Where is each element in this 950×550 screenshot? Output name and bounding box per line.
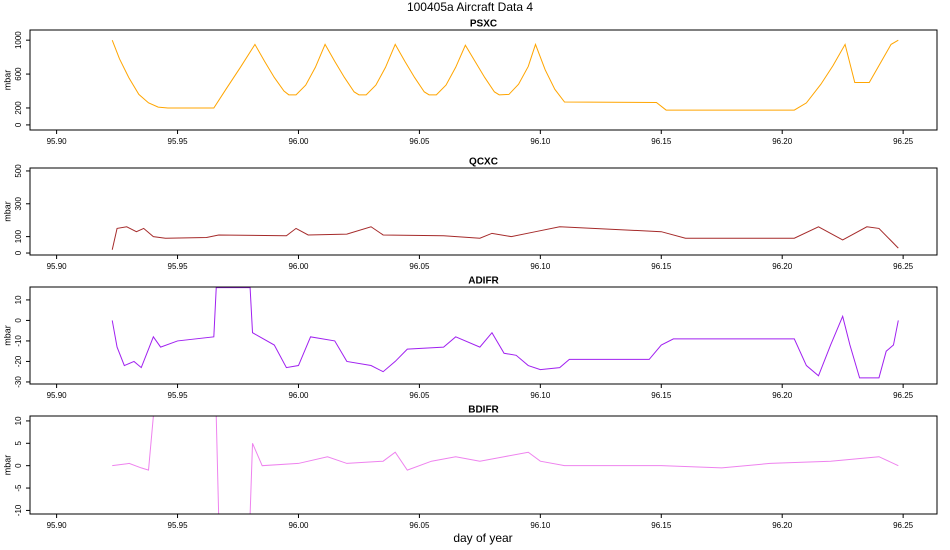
x-tick-label: 96.15: [651, 391, 672, 400]
y-tick-label: 600: [14, 67, 23, 81]
plot-area: [111, 39, 899, 111]
plot-area: [111, 226, 899, 250]
y-axis-label: mbar: [2, 201, 12, 222]
x-tick-label: 95.95: [168, 391, 189, 400]
x-axis-label: day of year: [453, 531, 512, 545]
plot-area: [112, 416, 899, 514]
y-axis-label: mbar: [2, 70, 12, 91]
x-tick-label: 96.20: [772, 521, 793, 530]
x-tick-label: 95.95: [168, 262, 189, 271]
x-tick-label: 96.20: [772, 262, 793, 271]
y-tick-label: -10: [14, 335, 23, 347]
y-tick-label: 5: [14, 441, 23, 446]
y-tick-label: 1000: [14, 31, 23, 49]
y-tick-label: 10: [14, 295, 23, 304]
panel-title: PSXC: [470, 19, 497, 30]
x-tick-label: 95.90: [47, 137, 68, 146]
plot-frame: [29, 286, 938, 385]
x-tick-label: 96.15: [651, 262, 672, 271]
x-tick-label: 96.10: [530, 391, 551, 400]
plot-frame: [29, 415, 938, 515]
data-line: [111, 287, 899, 379]
y-tick-label: 0: [14, 122, 23, 127]
panel-title: ADIFR: [468, 276, 499, 287]
x-tick-label: 96.00: [288, 262, 309, 271]
x-tick-label: 96.00: [288, 391, 309, 400]
x-tick-label: 96.05: [409, 391, 430, 400]
x-tick-label: 96.25: [893, 521, 914, 530]
x-tick-label: 96.00: [288, 521, 309, 530]
plot-frame: [29, 29, 938, 131]
x-tick-label: 96.05: [409, 521, 430, 530]
y-tick-label: 500: [14, 164, 23, 178]
x-tick-label: 96.10: [530, 262, 551, 271]
y-axis-label: mbar: [2, 455, 12, 476]
x-tick-label: 96.05: [409, 137, 430, 146]
x-tick-label: 95.90: [47, 391, 68, 400]
y-tick-label: -20: [14, 355, 23, 367]
x-tick-label: 96.00: [288, 137, 309, 146]
plot-area: [111, 287, 899, 379]
y-tick-label: 0: [14, 250, 23, 255]
x-tick-label: 95.95: [168, 137, 189, 146]
plot-frame: [29, 167, 938, 256]
x-tick-label: 96.10: [530, 521, 551, 530]
y-tick-label: 10: [14, 416, 23, 425]
data-line: [111, 39, 899, 111]
y-tick-label: -10: [14, 504, 23, 516]
y-tick-label: 0: [14, 318, 23, 323]
x-tick-label: 96.10: [530, 137, 551, 146]
panel-title: QCXC: [469, 157, 498, 168]
x-tick-label: 96.20: [772, 391, 793, 400]
x-tick-label: 96.15: [651, 137, 672, 146]
x-tick-label: 95.90: [47, 521, 68, 530]
data-line: [112, 416, 899, 514]
y-tick-label: -30: [14, 376, 23, 388]
x-tick-label: 96.25: [893, 262, 914, 271]
y-tick-label: 300: [14, 197, 23, 211]
data-line: [111, 226, 899, 250]
x-tick-label: 96.25: [893, 137, 914, 146]
y-tick-label: -5: [14, 484, 23, 492]
x-tick-label: 96.15: [651, 521, 672, 530]
y-tick-label: 100: [14, 229, 23, 243]
x-tick-label: 96.25: [893, 391, 914, 400]
page-title: 100405a Aircraft Data 4: [407, 0, 533, 14]
x-tick-label: 96.05: [409, 262, 430, 271]
x-tick-label: 95.95: [168, 521, 189, 530]
panel-title: BDIFR: [468, 405, 499, 416]
x-tick-label: 95.90: [47, 262, 68, 271]
y-tick-label: 200: [14, 101, 23, 115]
x-tick-label: 96.20: [772, 137, 793, 146]
y-tick-label: 0: [14, 463, 23, 468]
y-axis-label: mbar: [2, 325, 12, 346]
